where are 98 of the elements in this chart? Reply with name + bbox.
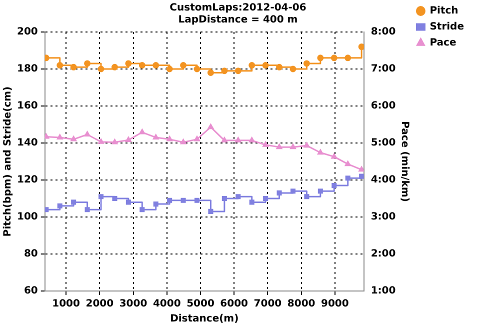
point (276, 64, 283, 70)
y-tick-label: 100 (17, 212, 38, 223)
point (263, 196, 268, 202)
point (359, 174, 364, 179)
point (71, 200, 76, 205)
point (234, 68, 242, 74)
point (152, 134, 159, 140)
y2-tick-label: 8:00 (370, 26, 396, 38)
y2-tick-label: 4:00 (370, 174, 396, 186)
point (304, 142, 310, 148)
point (56, 62, 64, 69)
x-tick-label: 4000 (152, 298, 181, 310)
y-tick-label: 60 (24, 286, 38, 297)
point (236, 194, 241, 200)
point (98, 138, 104, 144)
point (358, 44, 364, 50)
y-tick-label: 140 (17, 138, 38, 149)
point (207, 69, 214, 76)
point (57, 203, 62, 208)
y2-axis-title: Pace (min/km) (399, 121, 410, 202)
y-tick-label: 200 (17, 26, 38, 38)
point (358, 166, 364, 172)
point (344, 160, 351, 166)
point (222, 137, 228, 142)
point (317, 54, 324, 62)
point (304, 194, 310, 200)
point (152, 62, 160, 69)
point (56, 134, 63, 140)
x-tick-label: 9000 (321, 298, 349, 310)
point (262, 142, 268, 147)
point (126, 200, 131, 205)
y2-tick-label: 7:00 (370, 64, 396, 75)
point (70, 64, 77, 70)
point (194, 66, 200, 72)
point (345, 176, 350, 181)
y-tick-label: 180 (17, 64, 38, 75)
point (303, 60, 310, 67)
point (98, 66, 104, 72)
x-tick-label: 8000 (287, 298, 316, 310)
point (290, 188, 296, 194)
x-tick-label: 6000 (220, 298, 248, 310)
point (221, 68, 228, 74)
x-tick-label: 1000 (52, 298, 80, 310)
point (84, 131, 90, 136)
point (44, 133, 50, 139)
x-tick-label: 5000 (186, 298, 214, 310)
point (194, 198, 200, 203)
point (84, 207, 90, 212)
point (290, 144, 296, 150)
point (318, 149, 324, 155)
point (98, 194, 104, 200)
point (140, 207, 145, 212)
point (344, 54, 352, 62)
y-tick-label: 160 (17, 100, 38, 112)
y2-tick-label: 6:00 (370, 100, 396, 112)
point (332, 183, 337, 188)
x-axis-title: Distance(m) (170, 314, 239, 325)
point (208, 124, 214, 130)
point (84, 60, 91, 67)
x-tick-label: 3000 (119, 298, 148, 310)
point (167, 198, 172, 203)
y2-tick-label: 2:00 (370, 248, 396, 260)
point (44, 207, 49, 212)
y2-tick-label: 1:00 (370, 286, 396, 297)
y2-tick-label: 5:00 (370, 138, 396, 149)
x-tick-label: 7000 (254, 298, 282, 310)
point (111, 64, 118, 70)
chart-title: CustomLaps:2012-04-06 (170, 2, 306, 14)
point (153, 202, 158, 207)
y-axis-title: Pitch(bpm) and Stride(cm) (2, 86, 14, 237)
point (180, 62, 187, 69)
point (126, 136, 132, 142)
point (112, 196, 118, 202)
point (276, 144, 282, 150)
y2-tick-label: 3:00 (370, 212, 396, 223)
x-tick-label: 2000 (86, 298, 114, 310)
point (276, 190, 282, 196)
point (330, 54, 338, 62)
point (180, 198, 186, 203)
point (331, 153, 338, 159)
y-tick-label: 80 (24, 248, 38, 260)
chart-subtitle: LapDistance = 400 m (178, 14, 298, 26)
point (262, 62, 269, 69)
point (138, 62, 146, 69)
point (248, 137, 255, 142)
legend-label: Stride (430, 22, 464, 33)
point (318, 188, 323, 194)
legend-label: Pace (430, 38, 456, 49)
point (248, 62, 256, 69)
point (235, 137, 242, 142)
point (125, 60, 132, 67)
point (222, 196, 227, 202)
legend-label: Pitch (430, 6, 458, 17)
point (249, 200, 254, 205)
point (166, 66, 173, 72)
point (208, 208, 214, 214)
point (290, 66, 296, 72)
y-tick-label: 120 (17, 174, 38, 186)
